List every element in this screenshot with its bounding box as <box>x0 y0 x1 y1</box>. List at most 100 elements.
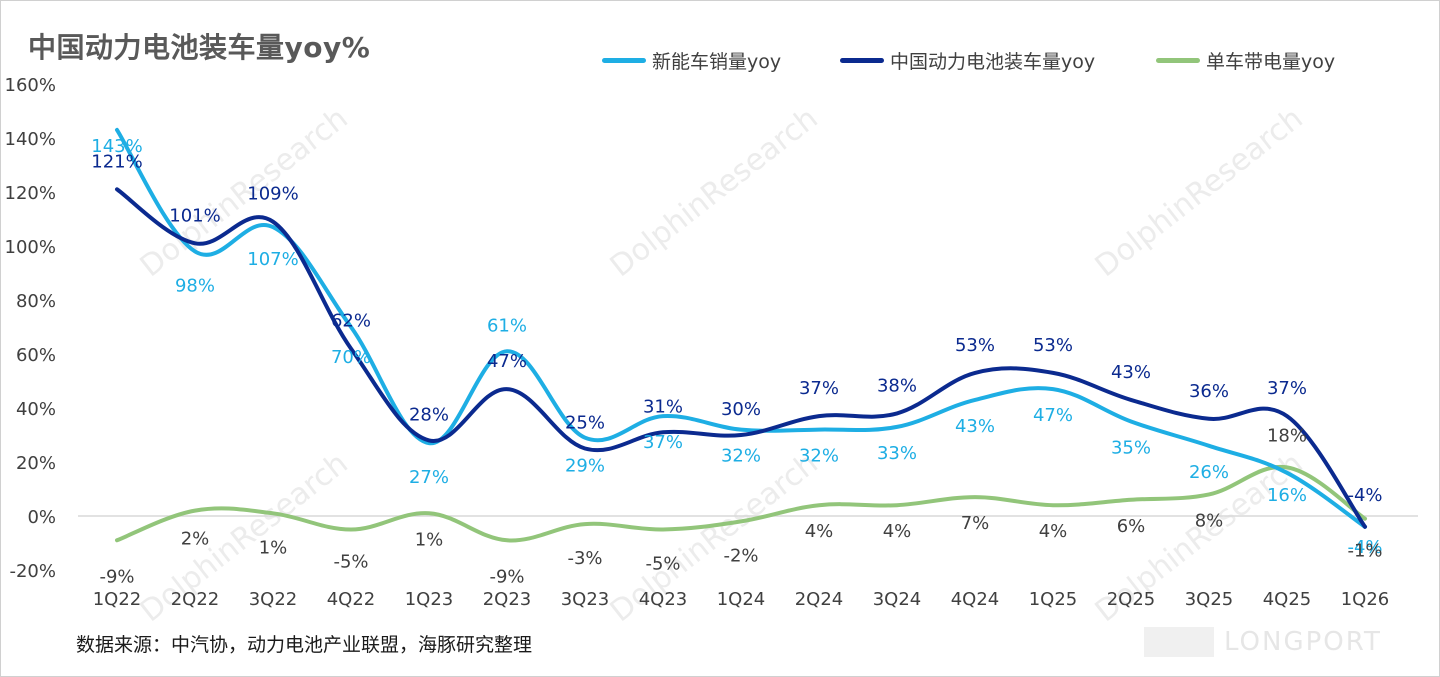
y-tick-label: 140% <box>5 129 56 150</box>
data-label-battery-install: 43% <box>1111 362 1151 383</box>
legend-swatch-nev-sales <box>602 57 646 63</box>
data-label-per-vehicle: -5% <box>645 554 680 575</box>
data-label-nev-sales: 61% <box>487 315 527 336</box>
data-label-per-vehicle: 1% <box>259 537 288 558</box>
x-tick-label: 3Q22 <box>249 589 298 610</box>
data-label-battery-install: 37% <box>1267 378 1307 399</box>
data-label-per-vehicle: -9% <box>489 566 524 587</box>
data-label-battery-install: 37% <box>799 378 839 399</box>
data-label-nev-sales: 98% <box>175 275 215 296</box>
x-tick-label: 2Q22 <box>171 589 220 610</box>
data-label-battery-install: 121% <box>91 151 142 172</box>
watermark-3: DolphinResearch <box>134 446 355 629</box>
data-label-battery-install: 53% <box>955 335 995 356</box>
data-label-nev-sales: -4% <box>1347 537 1382 558</box>
data-label-battery-install: 36% <box>1189 381 1229 402</box>
data-label-nev-sales: 26% <box>1189 462 1229 483</box>
watermark-text: DolphinResearch <box>134 446 355 629</box>
data-label-per-vehicle: -1% <box>1347 541 1382 562</box>
data-label-battery-install: 38% <box>877 375 917 396</box>
y-tick-label: 40% <box>16 399 56 420</box>
x-tick-label: 1Q23 <box>405 589 454 610</box>
data-label-per-vehicle: -2% <box>723 545 758 566</box>
legend-item-per-vehicle: 单车带电量yoy <box>1156 46 1335 74</box>
x-tick-label: 1Q25 <box>1029 589 1078 610</box>
legend-label-per-vehicle: 单车带电量yoy <box>1206 50 1336 73</box>
x-tick-label: 2Q24 <box>795 589 844 610</box>
x-tick-label: 3Q23 <box>561 589 610 610</box>
data-label-per-vehicle: 1% <box>415 529 444 550</box>
y-tick-label: 160% <box>5 75 56 96</box>
y-axis: -20% 0% 20% 40% 60% 80% 100% 120% 140% 160% <box>5 75 56 582</box>
x-tick-label: 3Q25 <box>1185 589 1234 610</box>
x-tick-label: 4Q22 <box>327 589 376 610</box>
data-label-per-vehicle: 8% <box>1195 510 1224 531</box>
watermark-text: DolphinResearch <box>134 101 355 284</box>
y-tick-label: 0% <box>27 507 56 528</box>
watermark-text: DolphinResearch <box>604 446 825 629</box>
x-tick-label: 4Q25 <box>1263 589 1312 610</box>
data-label-battery-install: 30% <box>721 399 761 420</box>
data-label-per-vehicle: 18% <box>1267 425 1307 446</box>
watermark-text: DolphinResearch <box>1089 101 1310 284</box>
x-tick-label: 1Q24 <box>717 589 766 610</box>
brand-watermark-logo <box>1144 627 1214 657</box>
x-tick-label: 2Q25 <box>1107 589 1156 610</box>
data-label-battery-install: 25% <box>565 413 605 434</box>
brand-watermark-text: LONGPORT <box>1224 627 1382 657</box>
watermark-0: DolphinResearch <box>134 101 355 284</box>
data-label-per-vehicle: -3% <box>567 548 602 569</box>
y-tick-label: 80% <box>16 291 56 312</box>
data-label-nev-sales: 43% <box>955 416 995 437</box>
watermark-1: DolphinResearch <box>604 101 825 284</box>
series-line-battery-install <box>115 187 1367 529</box>
legend-swatch-per-vehicle <box>1156 57 1200 63</box>
legend-label-nev-sales: 新能车销量yoy <box>652 50 782 73</box>
data-label-nev-sales: 29% <box>565 456 605 477</box>
data-labels: 143% 98% 107% 70% 27% 61% 29% 37% 32% 32% 33% 43% 47… <box>91 136 1382 587</box>
data-label-battery-install: 47% <box>487 351 527 372</box>
data-label-battery-install: 28% <box>409 404 449 425</box>
y-tick-label: 100% <box>5 237 56 258</box>
series-line-per-vehicle <box>115 464 1367 543</box>
data-label-per-vehicle: 2% <box>181 529 210 550</box>
y-tick-label: -20% <box>9 561 56 582</box>
data-label-battery-install: 53% <box>1033 335 1073 356</box>
data-label-battery-install: 62% <box>331 311 371 332</box>
data-label-per-vehicle: 4% <box>805 521 834 542</box>
data-label-per-vehicle: 7% <box>961 513 990 534</box>
data-label-nev-sales: 16% <box>1267 485 1307 506</box>
x-tick-label: 2Q23 <box>483 589 532 610</box>
data-label-nev-sales: 32% <box>721 446 761 467</box>
data-label-nev-sales: 27% <box>409 467 449 488</box>
x-tick-label: 3Q24 <box>873 589 922 610</box>
chart-title: 中国动力电池装车量yoy% <box>28 31 371 64</box>
source-note: 数据来源：中汽协，动力电池产业联盟，海豚研究整理 <box>76 634 533 656</box>
legend-label-battery-install: 中国动力电池装车量yoy <box>890 50 1096 73</box>
data-label-battery-install: 109% <box>247 184 298 205</box>
data-label-per-vehicle: 4% <box>883 521 912 542</box>
x-tick-label: 1Q22 <box>93 589 142 610</box>
watermark-2: DolphinResearch <box>1089 101 1310 284</box>
data-label-per-vehicle: 4% <box>1039 521 1068 542</box>
legend-swatch-battery-install <box>840 57 884 63</box>
watermark-text: DolphinResearch <box>604 101 825 284</box>
data-label-nev-sales: 33% <box>877 443 917 464</box>
y-tick-label: 120% <box>5 183 56 204</box>
data-label-nev-sales: 70% <box>331 347 371 368</box>
watermark-4: DolphinResearch <box>604 446 825 629</box>
x-tick-label: 4Q24 <box>951 589 1000 610</box>
x-tick-label: 1Q26 <box>1341 589 1390 610</box>
data-label-nev-sales: 107% <box>247 249 298 270</box>
data-label-battery-install: 31% <box>643 396 683 417</box>
data-label-nev-sales: 143% <box>91 136 142 157</box>
data-label-nev-sales: 32% <box>799 446 839 467</box>
series-lines <box>115 127 1367 543</box>
x-tick-label: 4Q23 <box>639 589 688 610</box>
x-axis: 1Q22 2Q22 3Q22 4Q22 1Q23 2Q23 3Q23 4Q23 1Q24 2Q24… <box>93 589 1390 610</box>
data-label-per-vehicle: -5% <box>333 552 368 573</box>
data-label-nev-sales: 37% <box>643 432 683 453</box>
brand-watermark: LONGPORT <box>1144 627 1382 657</box>
legend-item-battery-install: 中国动力电池装车量yoy <box>840 46 1095 74</box>
